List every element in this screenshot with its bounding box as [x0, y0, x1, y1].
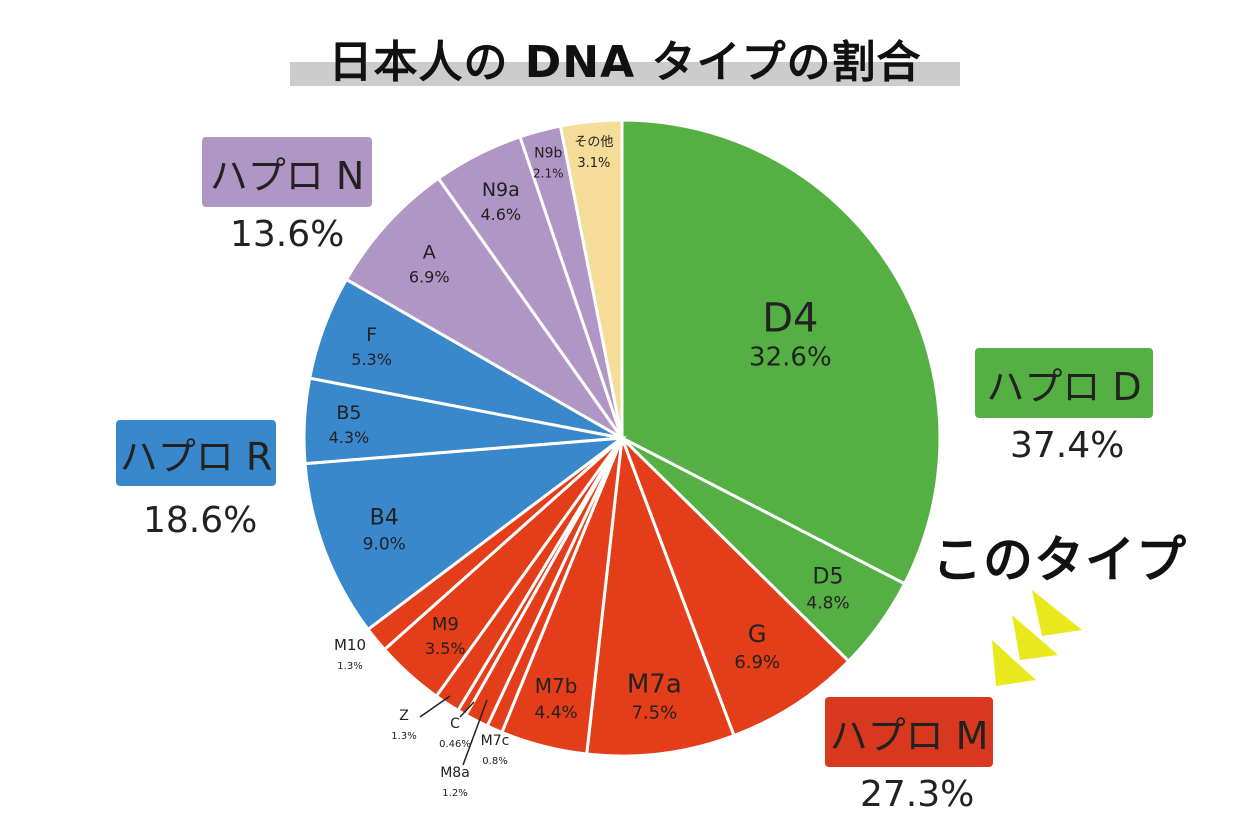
slice-name-label: G: [748, 620, 767, 648]
slice-value-label: 6.9%: [734, 652, 780, 673]
slice-name-label: Z: [399, 708, 409, 724]
slice-value-label: 1.2%: [442, 788, 467, 799]
leader-lines: [419, 695, 488, 766]
slice-name-label: M8a: [440, 765, 470, 781]
slice-value-label: 0.8%: [482, 756, 507, 767]
slice-name-label: M7a: [627, 670, 682, 700]
pie-slice-d4: [620, 118, 942, 586]
slice-value-label: 1.3%: [337, 661, 362, 672]
slice-name-label: B5: [336, 402, 361, 424]
title-underline-band: [290, 62, 960, 86]
pie-slice-b4: [303, 436, 628, 632]
group-label-d: ハプロ D: [975, 348, 1153, 418]
slice-value-label: 4.8%: [806, 593, 849, 613]
slice-name-label: M10: [334, 636, 366, 654]
slice-name-label: A: [423, 241, 436, 263]
group-label-m: ハプロ M: [825, 697, 993, 767]
highlight-arrow-icon: [992, 640, 1036, 686]
pie-slice-その他: [558, 118, 624, 439]
slice-name-label: C: [450, 716, 460, 732]
slice-value-label: 3.5%: [425, 639, 466, 658]
slice-name-label: B4: [370, 505, 399, 530]
slice-value-label: 3.1%: [577, 156, 610, 171]
slice-value-label: 6.9%: [409, 267, 450, 286]
slice-value-label: 4.4%: [534, 703, 577, 723]
slice-name-label: M7c: [481, 733, 510, 749]
slice-value-label: 4.6%: [480, 205, 521, 224]
group-percent-n: 13.6%: [230, 214, 345, 255]
slice-value-label: 0.46%: [439, 739, 471, 750]
chart-title: 日本人の DNA タイプの割合: [328, 37, 922, 88]
slice-value-label: 32.6%: [749, 342, 832, 372]
group-label-n: ハプロ N: [202, 137, 372, 207]
callout-this-type: このタイプ: [932, 531, 1187, 589]
highlight-arrow-icon: [1012, 615, 1058, 660]
group-percent-m: 27.3%: [860, 774, 975, 815]
slice-name-label: N9b: [534, 145, 562, 161]
highlight-arrow-icon: [1032, 590, 1082, 636]
group-percent-d: 37.4%: [1010, 425, 1125, 466]
slice-value-label: 7.5%: [631, 703, 677, 724]
pie-slice-m7a: [585, 437, 736, 758]
slice-value-label: 9.0%: [363, 534, 406, 554]
slice-value-label: 5.3%: [351, 350, 392, 369]
highlight-arrows: [992, 590, 1082, 686]
pie-slice-a: [344, 176, 624, 440]
slice-value-label: 4.3%: [329, 428, 370, 447]
slice-name-label: D5: [813, 564, 844, 589]
slice-name-label: D4: [762, 295, 818, 341]
leader-line: [419, 695, 451, 718]
leader-line: [462, 699, 488, 766]
slice-name-label: F: [366, 324, 377, 346]
slice-name-label: M7b: [535, 674, 578, 698]
slice-value-label: 1.3%: [391, 731, 416, 742]
slice-name-label: M9: [432, 614, 459, 635]
leader-line: [459, 701, 475, 718]
pie-slice-g: [620, 436, 851, 738]
slice-name-label: N9a: [482, 179, 520, 201]
slice-name-label: その他: [574, 135, 613, 150]
slice-value-label: 2.1%: [533, 166, 564, 180]
group-label-r: ハプロ R: [116, 420, 276, 486]
group-percent-r: 18.6%: [143, 500, 258, 541]
pie-slices: [302, 118, 942, 758]
